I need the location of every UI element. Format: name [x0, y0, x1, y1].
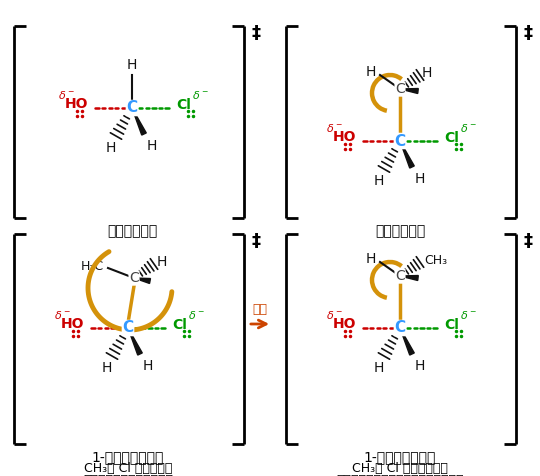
- Text: H: H: [143, 359, 153, 373]
- Text: C: C: [394, 133, 406, 149]
- Text: H: H: [127, 58, 137, 72]
- Text: H₃C: H₃C: [81, 259, 104, 272]
- Text: ‡: ‡: [524, 24, 533, 42]
- Text: H: H: [106, 141, 116, 155]
- Polygon shape: [400, 141, 414, 168]
- Text: C: C: [395, 269, 405, 283]
- Text: （クロロエタンとあまり変わらない）: （クロロエタンとあまり変わらない）: [336, 474, 464, 476]
- Text: CH₃と Cl がアンチ形: CH₃と Cl がアンチ形: [84, 462, 172, 475]
- Text: Cl: Cl: [172, 318, 187, 332]
- Text: （非常に大きな立体障害）: （非常に大きな立体障害）: [83, 474, 173, 476]
- Text: Cl: Cl: [444, 318, 459, 332]
- Polygon shape: [128, 328, 142, 355]
- Text: H: H: [157, 255, 167, 269]
- Text: ‡: ‡: [252, 232, 261, 250]
- Text: 1-クロロプロパン: 1-クロロプロパン: [92, 450, 164, 464]
- Text: HO: HO: [333, 317, 356, 331]
- Text: C: C: [394, 320, 406, 336]
- Text: 回転: 回転: [253, 303, 267, 316]
- Text: H: H: [374, 174, 384, 188]
- Text: ‡: ‡: [252, 24, 261, 42]
- Text: 1-クロロプロパン: 1-クロロプロパン: [364, 450, 436, 464]
- Text: クロロメタン: クロロメタン: [107, 224, 157, 238]
- Text: HO: HO: [64, 97, 88, 111]
- Polygon shape: [400, 276, 418, 280]
- Text: ‡: ‡: [524, 232, 533, 250]
- Text: H: H: [415, 359, 426, 373]
- Text: H: H: [422, 66, 433, 80]
- Text: CH₃と Cl がゴーシュ形: CH₃と Cl がゴーシュ形: [352, 462, 448, 475]
- Text: C: C: [126, 100, 138, 116]
- Polygon shape: [134, 278, 151, 283]
- Text: $\delta^-$: $\delta^-$: [326, 309, 342, 321]
- Text: HO: HO: [60, 317, 84, 331]
- Text: クロロエタン: クロロエタン: [375, 224, 425, 238]
- Polygon shape: [132, 108, 146, 135]
- Text: H: H: [415, 172, 426, 186]
- Text: H: H: [147, 139, 157, 153]
- Text: H: H: [366, 65, 376, 79]
- Text: H: H: [366, 252, 376, 266]
- Text: H: H: [102, 361, 112, 375]
- Text: $\delta^-$: $\delta^-$: [326, 122, 342, 134]
- Text: $\delta^-$: $\delta^-$: [53, 309, 70, 321]
- Text: HO: HO: [333, 130, 356, 144]
- Text: C: C: [123, 320, 133, 336]
- Text: C: C: [395, 82, 405, 96]
- Polygon shape: [400, 328, 414, 355]
- Text: H: H: [374, 361, 384, 375]
- Polygon shape: [400, 89, 418, 93]
- Text: C: C: [129, 271, 139, 285]
- Text: CH₃: CH₃: [424, 254, 447, 267]
- Text: Cl: Cl: [176, 98, 191, 112]
- Text: $\delta^-$: $\delta^-$: [192, 89, 208, 101]
- Text: $\delta^-$: $\delta^-$: [187, 309, 204, 321]
- Text: Cl: Cl: [444, 131, 459, 145]
- Text: $\delta^-$: $\delta^-$: [460, 309, 476, 321]
- Text: $\delta^-$: $\delta^-$: [460, 122, 476, 134]
- Text: $\delta^-$: $\delta^-$: [58, 89, 75, 101]
